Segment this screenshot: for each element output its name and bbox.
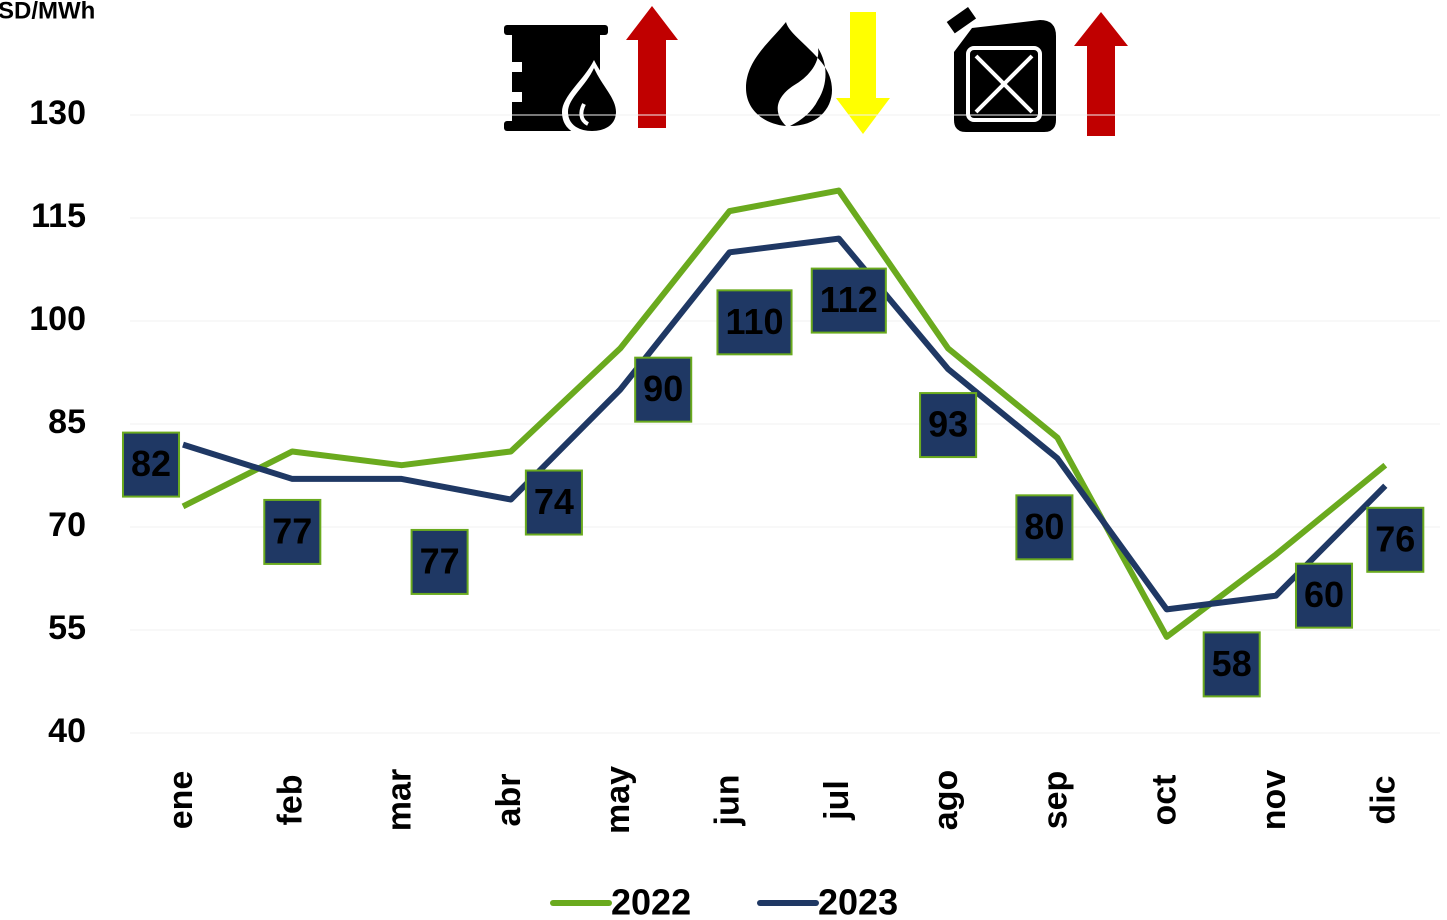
data-label: 60 <box>1294 562 1354 629</box>
data-label-text: 93 <box>928 404 968 445</box>
data-label: 82 <box>121 431 181 498</box>
data-label: 110 <box>716 289 793 356</box>
data-label-box <box>1202 631 1261 698</box>
data-label-text: 82 <box>131 443 171 484</box>
x-tick-label: jul <box>818 780 856 821</box>
data-label-box <box>716 289 793 356</box>
y-tick-label: 100 <box>29 300 86 338</box>
data-label-text: 77 <box>420 540 460 581</box>
data-label-box <box>121 431 181 498</box>
data-label: 76 <box>1366 506 1425 573</box>
data-label-box <box>634 356 693 423</box>
data-label: 112 <box>810 267 887 334</box>
icons <box>504 6 1128 136</box>
y-tick-label: 85 <box>48 403 86 441</box>
data-label: 74 <box>524 469 583 536</box>
data-label: 58 <box>1202 631 1261 698</box>
series-line <box>182 235 1388 613</box>
data-label-text: 90 <box>643 368 683 409</box>
data-label-text: 60 <box>1304 574 1344 615</box>
arrow-up <box>626 6 678 128</box>
y-axis-label: SD/MWh <box>0 0 95 24</box>
data-label: 93 <box>919 392 978 459</box>
x-tick-label: feb <box>271 775 309 826</box>
data-label-box <box>1015 494 1074 561</box>
data-label-text: 74 <box>534 481 574 522</box>
jerrycan-icon <box>946 7 1056 132</box>
data-label-text: 110 <box>725 301 783 342</box>
x-tick-label: oct <box>1146 775 1184 826</box>
x-tick-label: ene <box>162 771 200 830</box>
data-label-box <box>919 392 978 459</box>
series-line <box>181 187 1388 640</box>
y-tick-label: 40 <box>48 712 86 750</box>
data-label-text: 76 <box>1375 518 1415 559</box>
x-tick-label: ago <box>927 770 965 830</box>
data-label: 90 <box>634 356 693 423</box>
arrow-down <box>836 12 890 134</box>
legend-label: 2022 <box>611 882 691 920</box>
flame-icon <box>746 22 832 126</box>
x-tick-label: dic <box>1364 775 1402 824</box>
y-tick-label: 115 <box>31 197 86 235</box>
x-tick-label: jun <box>708 775 746 827</box>
data-label-text: 112 <box>820 279 878 320</box>
y-tick-label: 55 <box>48 609 86 647</box>
x-tick-label: may <box>599 766 637 834</box>
y-tick-label: 130 <box>29 94 86 132</box>
x-tick-label: mar <box>381 769 419 831</box>
x-tick-label: sep <box>1036 771 1074 830</box>
data-label: 77 <box>263 498 322 565</box>
oil-barrel-icon <box>504 25 622 136</box>
legend-label: 2023 <box>818 882 898 920</box>
data-label: 80 <box>1015 494 1074 561</box>
data-label-box <box>524 469 583 536</box>
data-label-text: 80 <box>1024 506 1064 547</box>
data-label-box <box>410 528 469 595</box>
y-tick-label: 70 <box>48 506 86 544</box>
data-label-text: 77 <box>272 510 312 551</box>
arrow-up <box>1074 12 1128 136</box>
data-label-box <box>1294 562 1354 629</box>
data-label-text: 58 <box>1212 643 1252 684</box>
data-label: 77 <box>410 528 469 595</box>
x-tick-label: nov <box>1255 770 1293 831</box>
data-label-box <box>263 498 322 565</box>
x-tick-label: abr <box>490 774 528 827</box>
data-label-box <box>1366 506 1425 573</box>
data-label-box <box>810 267 887 334</box>
